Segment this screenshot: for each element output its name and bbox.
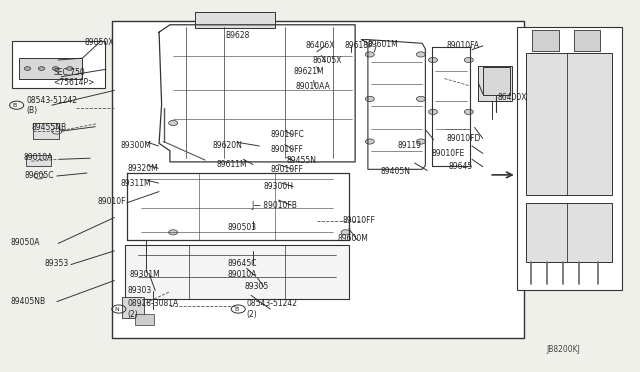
Text: 89010FF: 89010FF <box>342 216 375 225</box>
Text: 89010FE: 89010FE <box>432 149 465 158</box>
Text: 89300H: 89300H <box>264 182 294 191</box>
Text: 89605C: 89605C <box>25 171 54 180</box>
Text: 89301M: 89301M <box>130 270 161 279</box>
Text: 89010FF: 89010FF <box>270 165 303 174</box>
Text: 89305: 89305 <box>244 282 269 291</box>
Circle shape <box>429 57 438 62</box>
Bar <box>516 27 622 290</box>
Circle shape <box>365 52 374 57</box>
Circle shape <box>417 52 426 57</box>
Text: 89010FA: 89010FA <box>447 41 479 51</box>
Circle shape <box>429 109 438 115</box>
Text: 89010A: 89010A <box>23 153 52 161</box>
Text: 89320M: 89320M <box>127 164 158 173</box>
Text: 86406X: 86406X <box>306 41 335 51</box>
Text: 89353: 89353 <box>44 259 68 267</box>
Text: B9628: B9628 <box>225 31 250 41</box>
Circle shape <box>169 121 177 126</box>
Text: 89300M: 89300M <box>121 141 152 151</box>
Bar <box>478 65 511 101</box>
Bar <box>483 67 510 95</box>
Circle shape <box>52 67 59 70</box>
Text: 89618P: 89618P <box>344 41 373 51</box>
Text: 89010F: 89010F <box>98 197 126 206</box>
Text: JB8200KJ: JB8200KJ <box>547 345 580 354</box>
Circle shape <box>465 109 473 115</box>
Text: B: B <box>12 103 17 108</box>
Text: SEC.750
<75614P>: SEC.750 <75614P> <box>53 68 95 87</box>
Text: 89455N: 89455N <box>287 156 317 165</box>
Text: 89010FD: 89010FD <box>447 134 481 143</box>
Bar <box>26 155 51 166</box>
Text: 89621M: 89621M <box>293 67 324 76</box>
Text: 89303: 89303 <box>127 286 152 295</box>
Text: 89455NB: 89455NB <box>31 123 67 132</box>
Text: 89010A: 89010A <box>227 270 257 279</box>
Bar <box>195 12 275 29</box>
Circle shape <box>341 230 350 235</box>
Text: 89645C: 89645C <box>227 259 257 267</box>
Bar <box>525 52 612 195</box>
Text: 89405N: 89405N <box>381 167 411 176</box>
Circle shape <box>38 67 45 70</box>
Text: 89050X: 89050X <box>85 38 115 47</box>
Bar <box>33 123 60 138</box>
Text: 89645: 89645 <box>449 162 473 171</box>
Circle shape <box>417 96 426 102</box>
Circle shape <box>24 67 31 70</box>
Text: 86405X: 86405X <box>312 56 342 65</box>
Text: 89600M: 89600M <box>338 234 369 243</box>
Text: 08543-51242
(B): 08543-51242 (B) <box>26 96 77 115</box>
Circle shape <box>67 67 73 70</box>
Circle shape <box>365 96 374 102</box>
Text: 08543-51242
(2): 08543-51242 (2) <box>246 299 298 319</box>
Bar <box>12 41 105 88</box>
Bar <box>573 31 600 51</box>
Text: J— 89010FB: J— 89010FB <box>251 201 297 210</box>
Text: 89405NB: 89405NB <box>10 297 45 306</box>
Circle shape <box>417 139 426 144</box>
Text: 89311M: 89311M <box>121 179 152 187</box>
Text: 890503: 890503 <box>227 223 257 232</box>
Bar <box>532 31 559 51</box>
Circle shape <box>365 139 374 144</box>
Text: 89010FC: 89010FC <box>270 130 304 140</box>
Text: 89620N: 89620N <box>212 141 243 151</box>
Text: 89050A: 89050A <box>10 238 40 247</box>
Circle shape <box>169 230 177 235</box>
Text: 08918-3081A
(2): 08918-3081A (2) <box>127 299 179 319</box>
Bar <box>122 297 145 318</box>
Bar <box>125 245 349 299</box>
Bar <box>135 314 154 325</box>
Text: 89010AA: 89010AA <box>296 82 331 91</box>
Circle shape <box>465 57 473 62</box>
Text: N: N <box>114 307 119 311</box>
Text: 89119: 89119 <box>398 141 422 151</box>
Text: 89601M: 89601M <box>368 40 399 49</box>
Text: 86400X: 86400X <box>497 93 527 102</box>
Text: 89010FF: 89010FF <box>270 145 303 154</box>
Bar <box>525 203 612 262</box>
Bar <box>113 21 524 338</box>
Text: B: B <box>234 307 238 311</box>
Bar <box>19 58 83 78</box>
Text: 89611M: 89611M <box>216 160 247 169</box>
